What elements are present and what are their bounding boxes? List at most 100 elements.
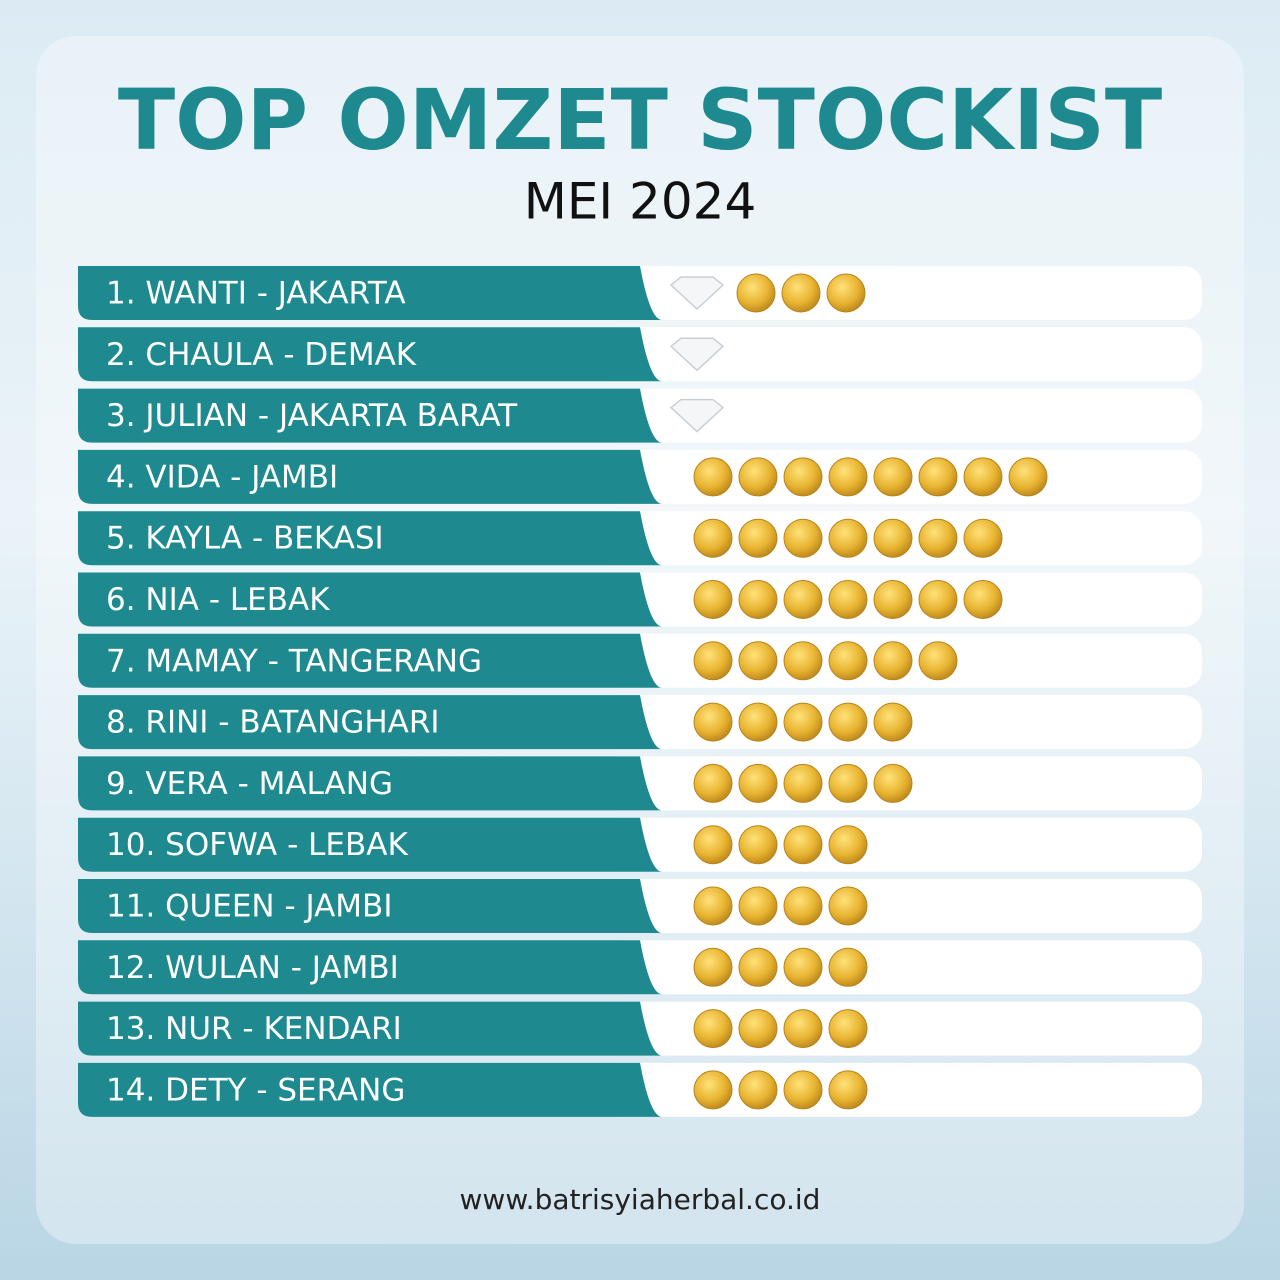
coin [783,457,823,497]
row-label: 14. DETY - SERANG [106,1072,405,1108]
row-left [78,695,662,750]
row-label: 7. MAMAY - TANGERANG [106,643,482,679]
coin [873,641,913,681]
coin [828,1070,868,1110]
row-left [78,327,662,382]
row-left [78,817,662,872]
row-label: 11. QUEEN - JAMBI [106,889,392,925]
subtitle: MEI 2024 [524,173,757,231]
coin [828,641,868,681]
coin [873,518,913,558]
row-label: 4. VIDA - JAMBI [106,459,338,495]
coin [693,763,733,803]
coin-icons [693,1009,868,1049]
coin [693,947,733,987]
coin [828,1009,868,1049]
row-right [600,879,1202,933]
coin [783,763,823,803]
coin [738,641,778,681]
diamond [669,337,725,372]
coin [738,1009,778,1049]
coin [693,580,733,619]
coin [783,702,823,742]
coin [828,886,868,926]
row-left [78,266,662,320]
coin [738,1070,778,1110]
coin [826,273,866,313]
coin [693,825,733,865]
coin [738,702,778,742]
coin [828,518,868,558]
row-left [78,388,662,443]
coin [963,457,1003,497]
coin [738,457,778,497]
row-label: 9. VERA - MALANG [106,766,393,802]
row-left [78,879,662,933]
coin [918,457,958,497]
coin [783,518,823,558]
row-left [78,449,662,504]
coin-icons [693,457,1048,497]
coin [918,641,958,681]
coin [918,518,958,558]
coin [693,641,733,681]
diamond-icons [669,398,725,433]
coin [783,947,823,987]
coin [738,763,778,803]
row-label: 12. WULAN - JAMBI [106,950,399,986]
row-right [600,1062,1202,1117]
coin [693,886,733,926]
row-right [600,327,1202,382]
website: www.batrisyiaherbal.co.id [460,1183,821,1216]
coin-icons [693,947,868,987]
coin [693,702,733,742]
coin [783,580,823,619]
coin [783,886,823,926]
diamond [669,398,725,433]
coin [738,518,778,558]
coin-icons [693,886,868,926]
coin [963,580,1003,619]
title: TOP OMZET STOCKIST [118,71,1162,169]
coin [738,886,778,926]
row-label: 1. WANTI - JAKARTA [106,276,406,312]
coin [873,702,913,742]
row-label: 13. NUR - KENDARI [106,1011,402,1047]
row-label: 2. CHAULA - DEMAK [106,337,417,373]
coin [783,641,823,681]
coin [738,580,778,619]
row-left [78,633,662,688]
coin [693,518,733,558]
coin [783,1009,823,1049]
coin [873,763,913,803]
coin [828,580,868,619]
coin [873,457,913,497]
coin-icons [693,825,868,865]
row-left [78,756,662,811]
coin [963,518,1003,558]
coin [828,947,868,987]
coin [783,1070,823,1110]
row-right [600,817,1202,872]
coin [693,1009,733,1049]
row-left [78,1062,662,1117]
row-left [78,940,662,995]
coin [693,457,733,497]
coin-icons [693,518,1003,558]
row-right [600,940,1202,995]
coin-icons [693,702,913,742]
coin-icons [693,641,958,681]
row-label: 5. KAYLA - BEKASI [106,521,384,557]
coin [736,273,776,313]
coin [693,1070,733,1110]
coin-icons [693,1070,868,1110]
row-left [78,572,662,627]
diamond-icons [669,276,725,311]
row-right [600,1001,1202,1056]
coin-icons [736,273,866,313]
row-label: 8. RINI - BATANGHARI [106,705,440,741]
coin [828,825,868,865]
row-left [78,1001,662,1056]
